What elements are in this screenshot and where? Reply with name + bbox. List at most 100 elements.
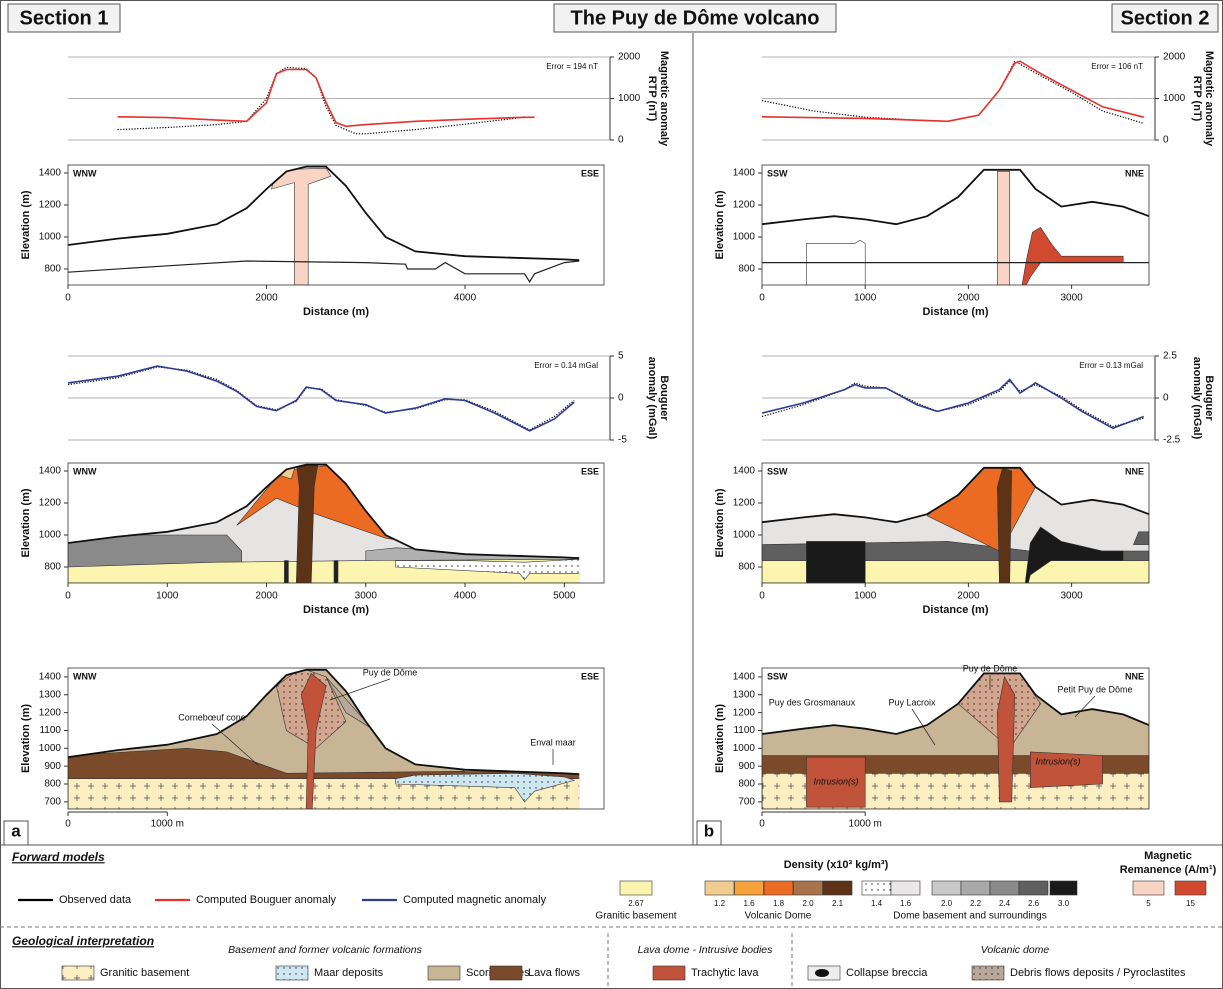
- layer: [996, 171, 1011, 285]
- swatch: [960, 880, 991, 896]
- y-tick-label: 1100: [733, 725, 755, 736]
- swatch: [1174, 880, 1207, 896]
- x-tick-label: 0: [759, 293, 765, 304]
- y-tick-label: 1000: [1163, 93, 1186, 104]
- topography: [67, 165, 580, 262]
- swatch: [931, 880, 962, 896]
- x-tick-label: 0: [65, 591, 71, 602]
- y-tick-label: 1000: [733, 743, 756, 754]
- section-label: Section 1: [20, 7, 109, 29]
- swatch-label: 2.1: [832, 899, 844, 908]
- swatch-label: 1.4: [871, 899, 883, 908]
- y-tick-label: 2000: [618, 52, 641, 63]
- scale-label: 1000 m: [151, 819, 184, 830]
- y-tick-label: 1200: [733, 498, 756, 509]
- leader-line: [329, 678, 391, 701]
- section-label: Section 2: [1121, 7, 1210, 29]
- leader-line: [911, 708, 936, 746]
- y-tick-label: 800: [738, 562, 755, 573]
- annotation: Petit Puy de Dôme: [1057, 684, 1132, 694]
- layer: [1030, 751, 1103, 788]
- x-tick-label: 2000: [957, 293, 980, 304]
- x-tick-label: 1000: [854, 591, 877, 602]
- y-tick-label: 1000: [39, 232, 62, 243]
- x-tick-label: 1000: [854, 293, 877, 304]
- legend-label: Lava flows: [528, 967, 580, 979]
- x-tick-label: 1000: [156, 591, 179, 602]
- swatch: [704, 880, 735, 896]
- swatch: [1132, 880, 1165, 896]
- direction-label: ESE: [581, 466, 599, 476]
- y-tick-label: -2.5: [1163, 435, 1181, 446]
- direction-label: SSW: [767, 671, 788, 681]
- x-tick-label: 4000: [454, 293, 477, 304]
- x-axis-label: Distance (m): [922, 604, 988, 616]
- layer: [1133, 531, 1149, 545]
- swatch-label: 15: [1186, 899, 1195, 908]
- layer: [395, 773, 575, 802]
- swatch-label: 2.6: [1028, 899, 1040, 908]
- annotation: Error = 194 nT: [546, 62, 598, 71]
- y-tick-label: 800: [738, 779, 755, 790]
- figure-title: The Puy de Dôme volcano: [571, 7, 820, 29]
- y-tick-label: 1200: [733, 707, 756, 718]
- direction-label: ESE: [581, 671, 599, 681]
- y-tick-label: 1000: [618, 93, 641, 104]
- annotation: Error = 0.13 mGal: [1079, 361, 1143, 370]
- y-tick-label: 1400: [39, 672, 62, 683]
- header-box: [1111, 3, 1219, 33]
- layer: [300, 672, 327, 809]
- x-tick-label: 2000: [957, 591, 980, 602]
- series-line: [117, 66, 525, 135]
- leader-line: [211, 723, 259, 766]
- layer: [996, 676, 1016, 803]
- swatch-caption: Dome basement and surroundings: [893, 911, 1046, 922]
- direction-label: WNW: [73, 671, 97, 681]
- plot-frame: [761, 164, 1150, 286]
- y-tick-label: 1300: [39, 689, 62, 700]
- swatch-label: 5: [1146, 899, 1151, 908]
- swatch-label: 2.4: [999, 899, 1011, 908]
- swatch-label: 2.0: [941, 899, 953, 908]
- y-tick-label: 800: [44, 264, 61, 275]
- y-tick-label: 1400: [39, 466, 62, 477]
- annotation: Puy des Grosmanaux: [769, 697, 856, 707]
- y-axis-label: Elevation (m): [714, 190, 726, 259]
- annotation: Cornebœuf cone: [178, 712, 246, 722]
- topography: [761, 466, 1150, 524]
- y-tick-label: -5: [618, 435, 627, 446]
- plot-frame: [67, 164, 605, 286]
- y-axis-label: Elevation (m): [20, 190, 32, 259]
- scale-label: 0: [65, 819, 71, 830]
- swatch: [763, 880, 794, 896]
- swatch: [62, 966, 94, 980]
- series-line: [117, 68, 535, 128]
- y-tick-label: 1400: [733, 672, 756, 683]
- y-tick-label: 1200: [39, 498, 62, 509]
- x-tick-label: 0: [759, 591, 765, 602]
- panel-label: b: [704, 821, 714, 840]
- header-box: [7, 3, 121, 33]
- legend-label: Computed magnetic anomaly: [403, 894, 547, 906]
- panel-box: [3, 820, 29, 846]
- y-tick-label: 1200: [733, 200, 756, 211]
- series-line: [67, 366, 575, 431]
- annotation: Intrusion(s): [813, 776, 858, 786]
- x-tick-label: 3000: [355, 591, 378, 602]
- y-axis-label: Elevation (m): [714, 488, 726, 557]
- swatch: [619, 880, 653, 896]
- series-line: [761, 60, 1144, 123]
- swatch-caption: Volcanic Dome: [745, 911, 812, 922]
- y-tick-label: 0: [1163, 393, 1169, 404]
- topography: [67, 668, 580, 776]
- x-tick-label: 2000: [255, 293, 278, 304]
- swatch-pattern: [862, 881, 891, 895]
- group-label: Basement and former volcanic formations: [228, 944, 423, 956]
- y-axis-label: Elevation (m): [20, 488, 32, 557]
- topography: [761, 168, 1150, 226]
- swatch: [972, 966, 1004, 980]
- y-axis-label: Magnetic anomaly: [658, 51, 670, 147]
- layer: [1024, 526, 1124, 583]
- swatch-icon: [815, 969, 829, 977]
- x-tick-label: 3000: [1060, 293, 1083, 304]
